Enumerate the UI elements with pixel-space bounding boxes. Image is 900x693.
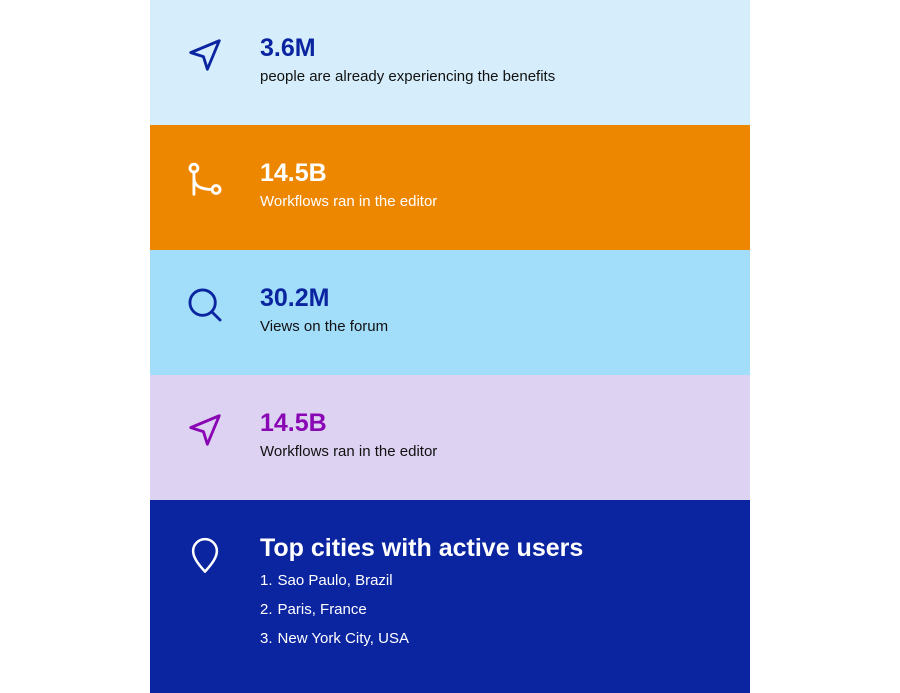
list-item-label: Paris, France xyxy=(277,601,367,618)
top-cities-heading: Top cities with active users xyxy=(260,534,584,562)
stat-description: Views on the forum xyxy=(260,318,389,335)
search-icon xyxy=(186,286,224,324)
stat-card-forum-views: 30.2M Views on the forum xyxy=(150,250,750,375)
list-item-label: Sao Paulo, Brazil xyxy=(277,572,393,589)
stat-description: Workflows ran in the editor xyxy=(260,193,438,210)
top-cities-list: 1. Sao Paulo, Brazil 2. Paris, France 3. Ne… xyxy=(260,566,583,653)
stats-column: 3.6M people are already experiencing the… xyxy=(150,0,750,693)
list-item-number: 3. xyxy=(260,630,273,647)
stat-description: people are already experiencing the bene… xyxy=(260,68,556,85)
stat-value: 14.5B xyxy=(260,409,327,437)
stat-value: 30.2M xyxy=(260,284,330,312)
list-item: 2. Paris, France xyxy=(260,595,583,624)
list-item-label: New York City, USA xyxy=(277,630,409,647)
navigation-arrow-icon xyxy=(186,36,224,74)
stat-value: 3.6M xyxy=(260,34,316,62)
stat-card-workflows-alt: 14.5B Workflows ran in the editor xyxy=(150,375,750,500)
stat-description: Workflows ran in the editor xyxy=(260,443,438,460)
list-item: 1. Sao Paulo, Brazil xyxy=(260,566,583,595)
list-item: 3. New York City, USA xyxy=(260,624,583,653)
map-pin-icon xyxy=(186,536,224,574)
git-branch-icon xyxy=(186,161,224,199)
navigation-arrow-icon xyxy=(186,411,224,449)
stat-card-workflows: 14.5B Workflows ran in the editor xyxy=(150,125,750,250)
stat-card-users: 3.6M people are already experiencing the… xyxy=(150,0,750,125)
stat-value: 14.5B xyxy=(260,159,327,187)
top-cities-card: Top cities with active users 1. Sao Paulo… xyxy=(150,500,750,693)
list-item-number: 1. xyxy=(260,572,273,589)
list-item-number: 2. xyxy=(260,601,273,618)
